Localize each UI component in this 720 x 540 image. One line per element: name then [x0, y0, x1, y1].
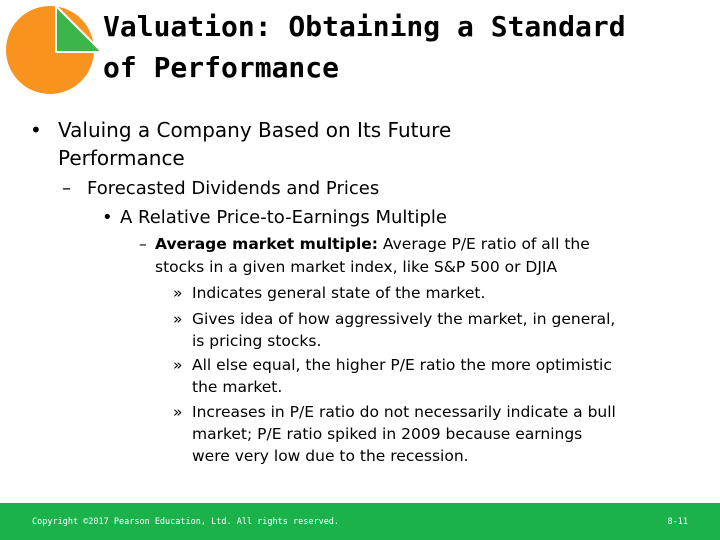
bullet-marker: »: [173, 284, 183, 302]
level4-text-line2: stocks in a given market index, like S&P…: [155, 258, 558, 276]
page-number: 8-11: [667, 517, 688, 527]
footer-bar: Copyright ©2017 Pearson Education, Ltd. …: [0, 503, 720, 540]
level5-item-d-line1: Increases in P/E ratio do not necessaril…: [192, 403, 616, 421]
bullet-marker: »: [173, 310, 183, 328]
term-label: Average market multiple:: [155, 235, 378, 253]
bullet-marker: »: [173, 356, 183, 374]
level5-item-c-line1: All else equal, the higher P/E ratio the…: [192, 356, 612, 374]
level5-item-d-line2: market; P/E ratio spiked in 2009 because…: [192, 425, 583, 443]
level2-text: Forecasted Dividends and Prices: [87, 178, 380, 199]
bullet-marker: –: [139, 235, 147, 253]
slide-title: Valuation: Obtaining a Standard of Perfo…: [103, 6, 703, 88]
title-line-1: Valuation: Obtaining a Standard: [103, 10, 626, 43]
bullet-marker: –: [62, 178, 71, 199]
level1-text-line1: Valuing a Company Based on Its Future: [58, 118, 452, 142]
logo-icon: [6, 3, 105, 94]
level5-item-c-line2: the market.: [192, 378, 283, 396]
bullet-marker: •: [102, 207, 113, 228]
level5-item-b-line2: is pricing stocks.: [192, 332, 322, 350]
copyright-text: Copyright ©2017 Pearson Education, Ltd. …: [32, 517, 340, 527]
title-line-2: of Performance: [103, 51, 340, 84]
level3-text: A Relative Price-to-Earnings Multiple: [120, 207, 447, 228]
level5-item-d-line3: were very low due to the recession.: [192, 447, 469, 465]
level5-item-b-line1: Gives idea of how aggressively the marke…: [192, 310, 616, 328]
bullet-marker: »: [173, 403, 183, 421]
level1-text-line2: Performance: [58, 146, 185, 170]
level5-item-a: Indicates general state of the market.: [192, 284, 486, 302]
bullet-marker: •: [30, 118, 42, 142]
level4-text-line1: Average market multiple: Average P/E rat…: [155, 235, 590, 253]
term-definition: Average P/E ratio of all the: [377, 235, 590, 253]
